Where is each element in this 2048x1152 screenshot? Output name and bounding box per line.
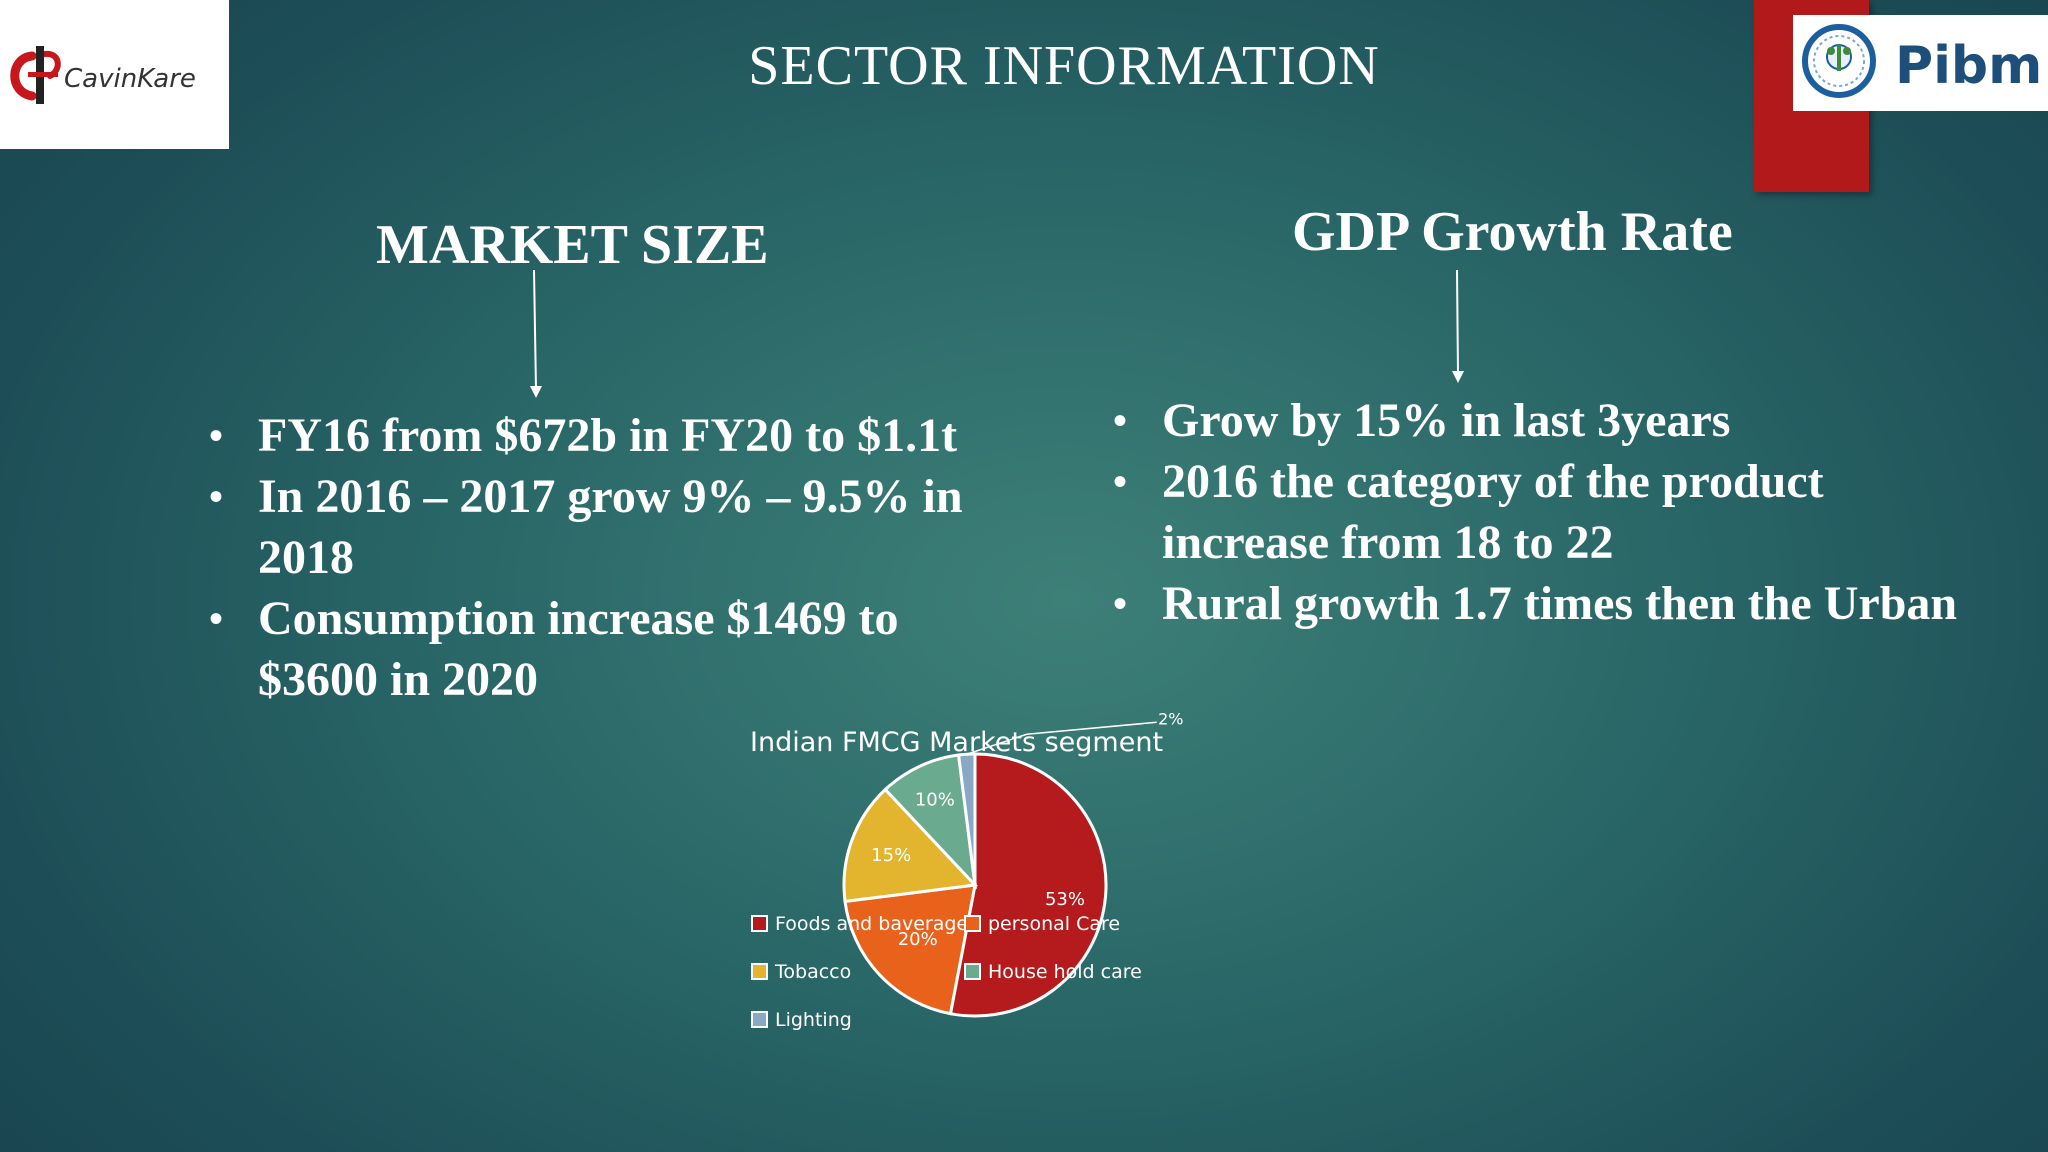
legend-swatch-lighting bbox=[751, 1011, 768, 1028]
pie-slice-tobacco bbox=[842, 787, 979, 904]
pibm-logo-text: Pibm bbox=[1895, 36, 2042, 96]
pie-slice-house-hold-care bbox=[883, 753, 978, 890]
pie-slice-personal-care bbox=[843, 883, 977, 1016]
legend-label: Foods and baverages bbox=[775, 913, 978, 935]
pie-slice-lighting bbox=[956, 752, 977, 886]
legend-swatch-foods-and-baverages bbox=[751, 915, 768, 932]
legend-swatch-tobacco bbox=[751, 963, 768, 980]
gdp-arrow-icon bbox=[1452, 371, 1464, 383]
list-item: Consumption increase $1469 to $3600 in 2… bbox=[209, 588, 1029, 710]
pie-data-label: 20% bbox=[898, 929, 938, 950]
market-size-bullets: FY16 from $672b in FY20 to $1.1t In 2016… bbox=[209, 405, 1029, 710]
legend-label: House hold care bbox=[988, 961, 1142, 983]
list-item: In 2016 – 2017 grow 9% – 9.5% in 2018 bbox=[209, 466, 1029, 588]
list-item: FY16 from $672b in FY20 to $1.1t bbox=[209, 405, 1029, 466]
legend-label: Lighting bbox=[775, 1009, 852, 1031]
pie-data-label: 53% bbox=[1045, 889, 1085, 910]
legend-label: Tobacco bbox=[774, 961, 851, 983]
list-item: Rural growth 1.7 times then the Urban bbox=[1113, 573, 1993, 634]
pie-data-label: 15% bbox=[871, 845, 911, 866]
cavinkare-logo: CavinKare bbox=[0, 0, 229, 149]
gdp-growth-bullets: Grow by 15% in last 3years 2016 the cate… bbox=[1113, 390, 1993, 634]
gdp-growth-heading: GDP Growth Rate bbox=[1292, 201, 1733, 263]
slide-title: SECTOR INFORMATION bbox=[748, 35, 1380, 97]
market-size-arrow-icon bbox=[530, 386, 542, 398]
pie-slice-foods-and-baverages bbox=[948, 752, 1108, 1018]
pie-data-label: 2% bbox=[1158, 709, 1183, 728]
list-item: 2016 the category of the product increas… bbox=[1113, 451, 1993, 573]
legend-swatch-house-hold-care bbox=[964, 963, 981, 980]
legend-swatch-personal-care bbox=[964, 915, 981, 932]
list-item: Grow by 15% in last 3years bbox=[1113, 390, 1993, 451]
pie-data-label: 10% bbox=[915, 790, 955, 811]
market-size-heading: MARKET SIZE bbox=[376, 214, 769, 276]
cavinkare-logo-text: CavinKare bbox=[64, 64, 196, 94]
pibm-logo: Pibm bbox=[1793, 15, 2048, 111]
pie-leader-line bbox=[966, 721, 1157, 755]
legend-label: personal Care bbox=[988, 913, 1120, 935]
chart-title: Indian FMCG Markets segment bbox=[750, 727, 1163, 758]
